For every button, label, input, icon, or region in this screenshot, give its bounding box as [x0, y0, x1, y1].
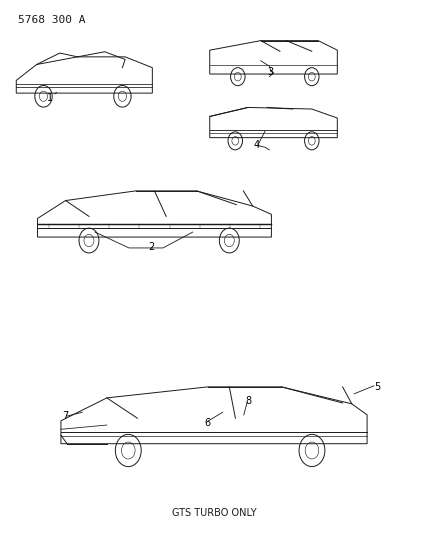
Text: 1: 1 [48, 93, 54, 103]
Text: 8: 8 [246, 397, 252, 406]
Text: 3: 3 [267, 67, 273, 77]
Text: 6: 6 [205, 417, 211, 427]
Text: 5: 5 [374, 382, 380, 392]
Text: 2: 2 [149, 241, 155, 252]
Text: 5768 300 A: 5768 300 A [18, 14, 86, 25]
Text: 7: 7 [62, 411, 68, 421]
Text: GTS TURBO ONLY: GTS TURBO ONLY [172, 508, 256, 519]
Text: 4: 4 [254, 140, 260, 150]
